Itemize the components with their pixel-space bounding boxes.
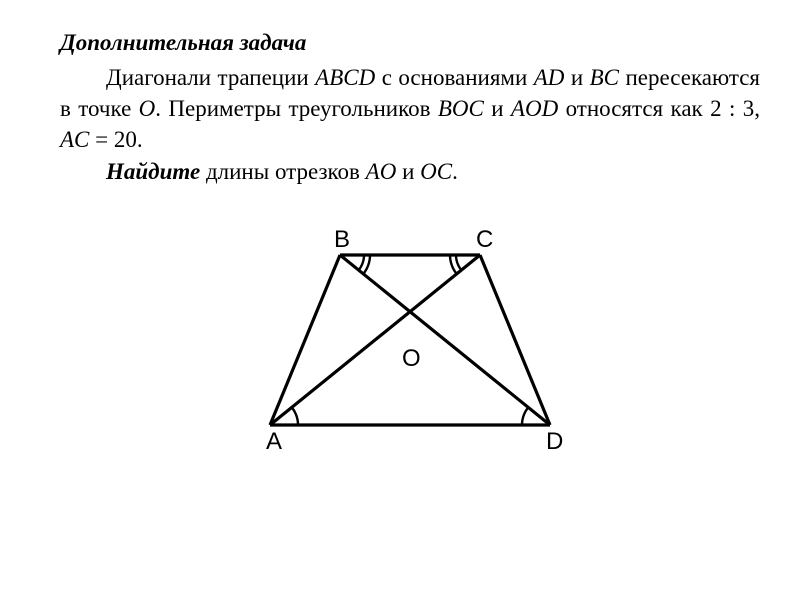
trapezoid-figure: A B C D O (60, 215, 760, 460)
command-rest: длины отрезков AO и OC. (200, 159, 458, 184)
problem-title: Дополнительная задача (60, 30, 760, 56)
svg-text:A: A (266, 428, 282, 455)
svg-text:D: D (546, 428, 563, 455)
problem-command: Найдите длины отрезков AO и OC. (60, 159, 760, 185)
svg-text:B: B (334, 226, 350, 253)
command-verb: Найдите (106, 159, 200, 184)
svg-text:O: O (402, 345, 421, 372)
svg-text:C: C (476, 226, 493, 253)
problem-text: Диагонали трапеции ABCD с основаниями AD… (60, 62, 760, 155)
